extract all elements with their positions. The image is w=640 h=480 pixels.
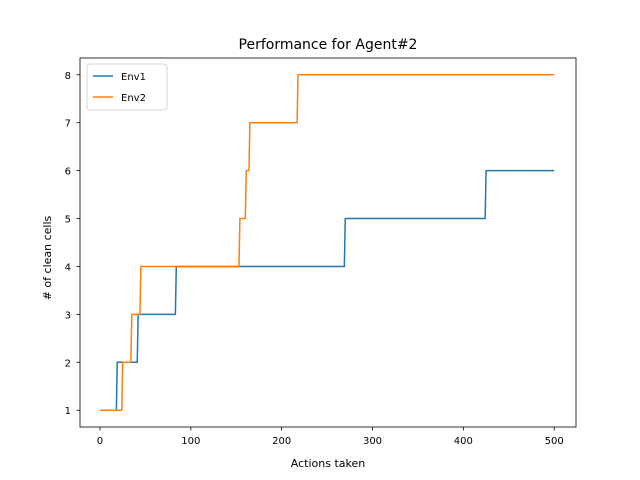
y-tick-label: 7 — [65, 119, 71, 130]
x-tick-label: 0 — [97, 436, 103, 447]
x-tick-label: 200 — [272, 436, 291, 447]
legend-label-1: Env1 — [121, 72, 146, 83]
y-tick-label: 3 — [65, 310, 71, 321]
y-axis-label: # of clean cells — [41, 215, 54, 300]
series-line-2 — [99, 74, 555, 411]
y-tick-label: 2 — [65, 358, 71, 369]
chart-title: Performance for Agent#2 — [239, 37, 418, 53]
series-line-1 — [99, 169, 555, 411]
x-tick-label: 400 — [454, 436, 473, 447]
axes-frame — [79, 57, 577, 428]
y-tick-label: 5 — [65, 215, 71, 226]
x-axis-label: Actions taken — [291, 457, 365, 470]
plot-area: 0 100 200 300 400 500 1 2 3 4 5 6 7 8 Env1 Env2 — [65, 57, 577, 447]
y-tick-label: 4 — [65, 262, 71, 273]
y-tick-label: 1 — [65, 406, 71, 417]
legend-label-2: Env2 — [121, 93, 146, 104]
x-tick-label: 500 — [545, 436, 564, 447]
y-tick-label: 6 — [65, 167, 71, 178]
legend: Env1 Env2 — [86, 63, 168, 111]
y-tick-label: 8 — [65, 71, 71, 82]
x-tick-label: 100 — [181, 436, 200, 447]
x-tick-label: 300 — [363, 436, 382, 447]
